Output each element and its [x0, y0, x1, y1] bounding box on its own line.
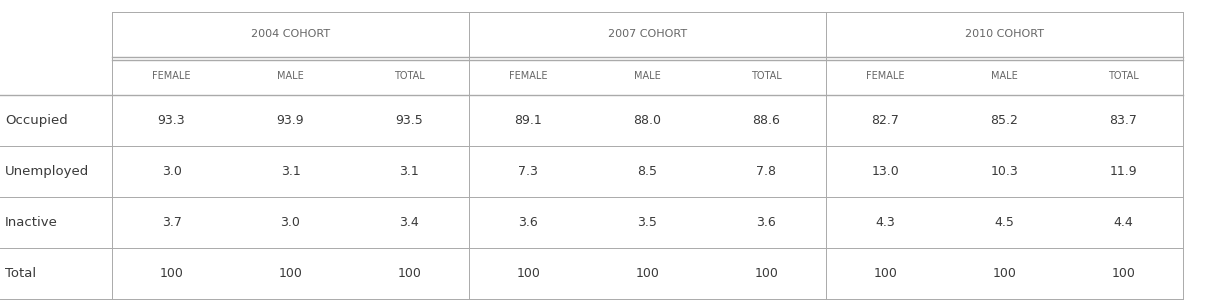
Text: 100: 100: [873, 267, 898, 280]
Text: 13.0: 13.0: [871, 165, 899, 178]
Text: TOTAL: TOTAL: [395, 71, 425, 81]
Text: 100: 100: [993, 267, 1016, 280]
Text: 100: 100: [754, 267, 778, 280]
Text: 3.4: 3.4: [400, 216, 419, 229]
Text: 88.6: 88.6: [753, 114, 781, 127]
Text: 3.6: 3.6: [519, 216, 538, 229]
Text: TOTAL: TOTAL: [752, 71, 782, 81]
Text: 2010 COHORT: 2010 COHORT: [965, 30, 1044, 39]
Text: 100: 100: [397, 267, 421, 280]
Text: FEMALE: FEMALE: [866, 71, 905, 81]
Text: FEMALE: FEMALE: [509, 71, 548, 81]
Text: 100: 100: [1111, 267, 1135, 280]
Text: 85.2: 85.2: [990, 114, 1018, 127]
Text: 3.0: 3.0: [162, 165, 181, 178]
Text: 82.7: 82.7: [871, 114, 899, 127]
Text: 100: 100: [636, 267, 659, 280]
Text: 3.0: 3.0: [280, 216, 301, 229]
Text: 100: 100: [160, 267, 184, 280]
Text: TOTAL: TOTAL: [1108, 71, 1139, 81]
Text: 3.7: 3.7: [162, 216, 181, 229]
Text: 88.0: 88.0: [633, 114, 661, 127]
Text: 93.3: 93.3: [157, 114, 185, 127]
Text: 93.5: 93.5: [396, 114, 424, 127]
Text: 93.9: 93.9: [276, 114, 304, 127]
Text: 3.1: 3.1: [280, 165, 301, 178]
Text: MALE: MALE: [278, 71, 303, 81]
Text: 100: 100: [279, 267, 302, 280]
Text: FEMALE: FEMALE: [152, 71, 191, 81]
Text: 89.1: 89.1: [514, 114, 542, 127]
Text: 4.5: 4.5: [994, 216, 1015, 229]
Text: 11.9: 11.9: [1110, 165, 1138, 178]
Text: 8.5: 8.5: [637, 165, 658, 178]
Text: 3.5: 3.5: [637, 216, 658, 229]
Text: 7.8: 7.8: [756, 165, 776, 178]
Text: 2004 COHORT: 2004 COHORT: [251, 30, 330, 39]
Text: 83.7: 83.7: [1110, 114, 1138, 127]
Text: Inactive: Inactive: [5, 216, 57, 229]
Text: 3.6: 3.6: [756, 216, 776, 229]
Text: 2007 COHORT: 2007 COHORT: [608, 30, 687, 39]
Text: Unemployed: Unemployed: [5, 165, 89, 178]
Text: 3.1: 3.1: [400, 165, 419, 178]
Text: Total: Total: [5, 267, 37, 280]
Text: 7.3: 7.3: [519, 165, 538, 178]
Text: MALE: MALE: [635, 71, 660, 81]
Text: 10.3: 10.3: [990, 165, 1018, 178]
Text: 4.3: 4.3: [876, 216, 895, 229]
Text: 4.4: 4.4: [1113, 216, 1133, 229]
Text: MALE: MALE: [991, 71, 1017, 81]
Text: Occupied: Occupied: [5, 114, 68, 127]
Text: 100: 100: [516, 267, 541, 280]
